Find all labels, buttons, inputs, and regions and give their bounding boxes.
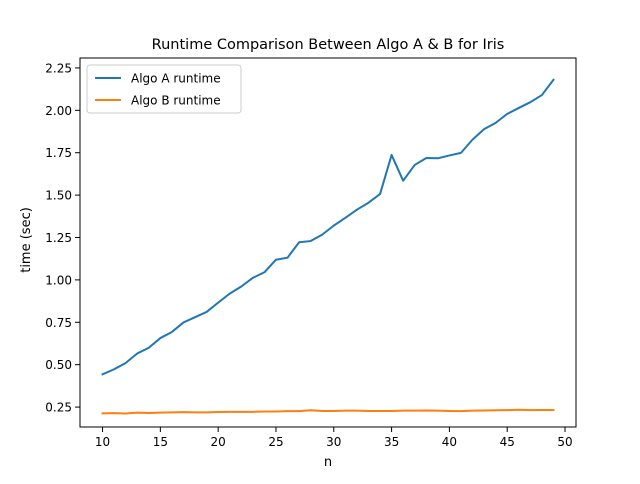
legend-box	[86, 64, 242, 114]
y-tick-label: 1.00	[45, 273, 72, 287]
x-tick-label: 20	[211, 435, 226, 449]
y-tick-label: 1.25	[45, 231, 72, 245]
y-tick-label: 1.75	[45, 146, 72, 160]
axes-frame	[79, 57, 577, 428]
x-tick-label: 35	[384, 435, 399, 449]
legend-label: Algo A runtime	[131, 72, 221, 86]
y-tick-label: 0.50	[45, 358, 72, 372]
x-tick-label: 40	[442, 435, 457, 449]
x-axis-label: n	[324, 455, 332, 470]
x-tick-label: 45	[500, 435, 515, 449]
series-lines	[101, 78, 555, 415]
x-tick-label: 10	[95, 435, 110, 449]
axes: 10 15 20 25 30 35 40 45 50 0.25 0.50 0.75 1.00 1.25 1.…	[45, 57, 577, 449]
chart-title: Runtime Comparison Between Algo A & B fo…	[152, 37, 505, 53]
x-tick-label: 50	[557, 435, 572, 449]
legend-label: Algo B runtime	[131, 94, 221, 108]
x-tick-label: 25	[268, 435, 283, 449]
y-tick-label: 2.25	[45, 61, 72, 75]
y-tick-label: 0.75	[45, 316, 72, 330]
y-tick-label: 0.25	[45, 401, 72, 415]
series-line-algo-b	[101, 408, 555, 415]
legend: Algo A runtime Algo B runtime	[86, 64, 242, 114]
y-axis-label: time (sec)	[19, 207, 34, 273]
y-tick-label: 1.50	[45, 189, 72, 203]
x-tick-label: 30	[326, 435, 341, 449]
x-tick-label: 15	[153, 435, 168, 449]
y-tick-label: 2.00	[45, 104, 72, 118]
series-line-algo-a	[101, 78, 555, 376]
